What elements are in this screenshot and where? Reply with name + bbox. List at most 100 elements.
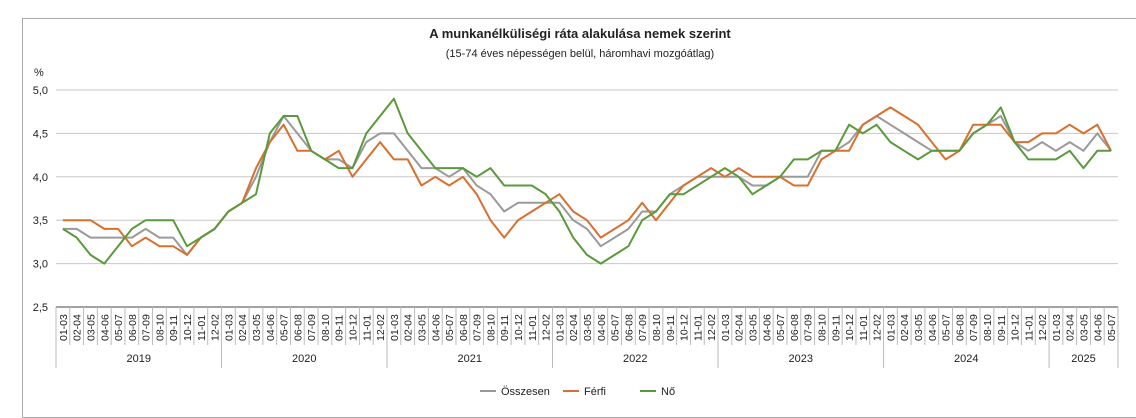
x-tick-label: 09-11 (830, 315, 842, 341)
legend-item[interactable]: Összesen (480, 386, 550, 398)
x-tick-label: 07-09 (637, 314, 649, 341)
x-tick-label: 12-02 (375, 314, 387, 341)
x-tick-label: 01-03 (223, 314, 235, 341)
x-tick-label: 04-06 (99, 314, 111, 341)
x-tick-label: 02-04 (403, 314, 415, 341)
x-tick-label: 09-11 (665, 315, 677, 341)
y-axis-label: % (34, 67, 44, 79)
x-tick-label: 03-05 (913, 314, 925, 341)
year-label: 2023 (789, 353, 813, 365)
x-tick-label: 01-03 (720, 314, 732, 341)
x-tick-label: 12-02 (1037, 314, 1049, 341)
x-tick-label: 02-04 (568, 314, 580, 341)
x-tick-label: 04-06 (596, 314, 608, 341)
legend-label: Nő (661, 386, 675, 398)
x-tick-label: 06-08 (292, 314, 304, 341)
x-tick-label: 04-06 (1092, 314, 1104, 341)
x-tick-label: 08-10 (651, 314, 663, 341)
x-tick-label: 12-02 (706, 314, 718, 341)
x-tick-label: 03-05 (748, 314, 760, 341)
y-tick-label: 5,0 (33, 85, 48, 97)
x-tick-label: 02-04 (1065, 314, 1077, 341)
x-tick-label: 04-06 (761, 314, 773, 341)
x-tick-label: 09-11 (996, 315, 1008, 341)
series-line-Nő (62, 97, 1112, 265)
year-label: 2022 (623, 353, 647, 365)
x-tick-label: 05-07 (113, 314, 125, 341)
x-tick-label: 06-08 (789, 314, 801, 341)
x-tick-label: 01-03 (885, 314, 897, 341)
year-label: 2021 (458, 353, 482, 365)
year-label: 2024 (954, 353, 978, 365)
y-tick-label: 4,5 (33, 128, 48, 140)
x-tick-label: 08-10 (982, 314, 994, 341)
x-tick-label: 10-12 (513, 314, 525, 341)
x-tick-label: 11-01 (361, 315, 373, 341)
x-tick-label: 11-01 (692, 315, 704, 341)
x-tick-label: 10-12 (348, 314, 360, 341)
x-tick-label: 08-10 (485, 314, 497, 341)
legend-item[interactable]: Férfi (563, 386, 606, 398)
x-tick-label: 03-05 (251, 314, 263, 341)
x-tick-label: 10-12 (679, 314, 691, 341)
x-tick-label: 02-04 (734, 314, 746, 341)
x-tick-label: 07-09 (968, 314, 980, 341)
x-tick-label: 06-08 (127, 314, 139, 341)
series-line-Férfi (62, 106, 1112, 256)
chart-title: A munkanélküliségi ráta alakulása nemek … (429, 26, 731, 41)
x-tick-label: 08-10 (320, 314, 332, 341)
x-tick-label: 11-01 (1023, 315, 1035, 341)
x-tick-label: 04-06 (430, 314, 442, 341)
year-label: 2019 (127, 353, 151, 365)
legend-label: Férfi (584, 386, 606, 398)
series-line-Összesen (62, 115, 1112, 256)
x-tick-label: 12-02 (872, 314, 884, 341)
y-tick-label: 3,5 (33, 215, 48, 227)
x-tick-label: 07-09 (141, 314, 153, 341)
x-tick-label: 11-01 (858, 315, 870, 341)
y-tick-label: 2,5 (33, 302, 48, 314)
x-tick-label: 02-04 (237, 314, 249, 341)
x-tick-label: 04-06 (927, 314, 939, 341)
x-tick-label: 06-08 (954, 314, 966, 341)
legend-item[interactable]: Nő (640, 386, 675, 398)
y-tick-label: 4,0 (33, 172, 48, 184)
x-tick-label: 03-05 (416, 314, 428, 341)
x-tick-label: 01-03 (389, 314, 401, 341)
x-tick-label: 07-09 (472, 314, 484, 341)
x-tick-label: 05-07 (1106, 314, 1118, 341)
x-tick-label: 11-01 (527, 315, 539, 341)
x-tick-label: 09-11 (499, 315, 511, 341)
x-tick-label: 04-06 (265, 314, 277, 341)
x-tick-label: 07-09 (306, 314, 318, 341)
x-tick-label: 10-12 (182, 314, 194, 341)
x-tick-label: 01-03 (58, 314, 70, 341)
x-tick-label: 12-02 (541, 314, 553, 341)
x-tick-label: 03-05 (1079, 314, 1091, 341)
x-tick-label: 10-12 (1010, 314, 1022, 341)
y-tick-label: 3,0 (33, 259, 48, 271)
x-tick-label: 02-04 (72, 314, 84, 341)
x-tick-label: 12-02 (210, 314, 222, 341)
x-tick-label: 07-09 (803, 314, 815, 341)
legend-label: Összesen (501, 386, 550, 398)
x-tick-label: 10-12 (844, 314, 856, 341)
x-tick-label: 09-11 (334, 315, 346, 341)
x-tick-label: 02-04 (899, 314, 911, 341)
x-tick-label: 01-03 (554, 314, 566, 341)
x-tick-label: 05-07 (444, 314, 456, 341)
x-tick-label: 09-11 (168, 315, 180, 341)
x-tick-label: 11-01 (196, 315, 208, 341)
x-tick-label: 05-07 (941, 314, 953, 341)
x-tick-label: 06-08 (623, 314, 635, 341)
x-tick-label: 03-05 (582, 314, 594, 341)
x-tick-label: 05-07 (279, 314, 291, 341)
x-tick-label: 03-05 (85, 314, 97, 341)
x-tick-label: 05-07 (775, 314, 787, 341)
year-label: 2020 (292, 353, 316, 365)
x-tick-label: 05-07 (610, 314, 622, 341)
x-tick-label: 06-08 (458, 314, 470, 341)
year-label: 2025 (1071, 353, 1095, 365)
x-tick-label: 08-10 (154, 314, 166, 341)
